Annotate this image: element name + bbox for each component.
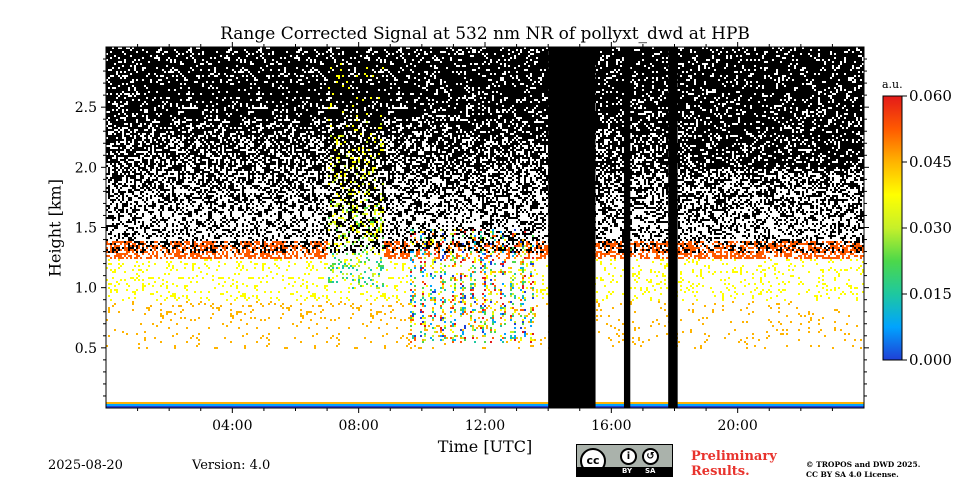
colorbar-unit: a.u. [882, 78, 903, 91]
ground-layer-band [106, 403, 864, 406]
x-axis-label: Time [UTC] [437, 437, 533, 456]
no-data-bands [548, 47, 678, 408]
ground-layer-band [106, 405, 864, 408]
preliminary-results-label: Preliminary Results. [691, 449, 777, 479]
chart-title: Range Corrected Signal at 532 nm NR of p… [220, 24, 750, 44]
preliminary-line-2: Results. [691, 464, 750, 479]
no-data-band [623, 47, 631, 408]
date-label: 2025-08-20 [48, 458, 123, 473]
y-tick-label: 0.5 [75, 341, 97, 357]
cc-by-label: BY [622, 467, 633, 475]
colorbar-tick-label: 0.000 [909, 351, 952, 369]
colorbar-tick-label: 0.045 [909, 153, 952, 171]
colorbar: 0.000 0.015 0.030 0.045 0.060 [882, 87, 952, 369]
colorbar-tick-label: 0.015 [909, 285, 952, 303]
no-data-band [668, 47, 678, 408]
heatmap-cells [106, 47, 864, 408]
axis-ticks: 04:00 08:00 12:00 16:00 20:00 0.5 1.0 1.5 2.0 2.5 [75, 42, 869, 434]
copyright-line-1: © TROPOS and DWD 2025. [806, 460, 921, 469]
colorbar-tick-label: 0.030 [909, 219, 952, 237]
y-axis-label: Height [km] [45, 179, 65, 277]
colorbar-tick-label: 0.060 [909, 87, 952, 105]
y-tick-label: 2.0 [75, 160, 97, 176]
copyright-notice: © TROPOS and DWD 2025. CC BY SA 4.0 Lice… [806, 460, 920, 480]
cc-logo-bar [577, 467, 672, 476]
cc-license-logo: cc i ↺ BY SA [576, 444, 673, 477]
y-tick-label: 2.5 [75, 100, 97, 116]
cc-sa-label: SA [645, 467, 656, 475]
x-tick-label: 08:00 [338, 418, 378, 434]
heatmap-low-signal-pixels [106, 47, 864, 253]
x-tick-label: 20:00 [717, 418, 757, 434]
x-tick-label: 12:00 [465, 418, 505, 434]
y-tick-label: 1.0 [75, 281, 97, 297]
x-tick-label: 04:00 [212, 418, 252, 434]
colorbar-gradient [882, 95, 903, 361]
copyright-line-2: CC BY SA 4.0 License. [806, 470, 899, 479]
ground-layer-band [106, 401, 864, 404]
sa-share-icon: ↺ [642, 448, 659, 465]
x-tick-label: 16:00 [591, 418, 631, 434]
by-person-icon: i [620, 448, 637, 465]
version-label: Version: 4.0 [192, 458, 271, 473]
preliminary-line-1: Preliminary [691, 449, 777, 464]
no-data-band [548, 47, 596, 408]
y-tick-label: 1.5 [75, 221, 97, 237]
